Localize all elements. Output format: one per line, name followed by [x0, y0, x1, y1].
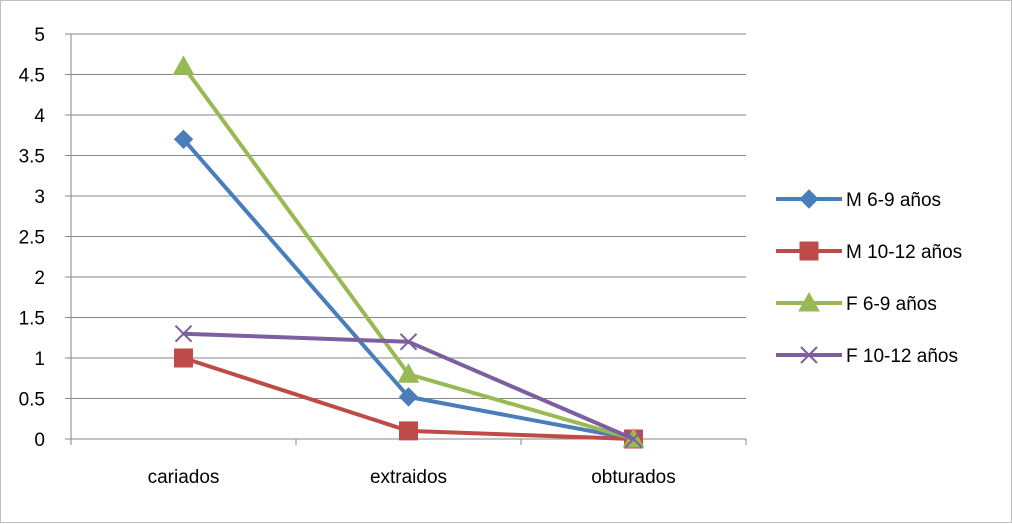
- y-tick-label: 3: [34, 187, 45, 208]
- x-category-label: extraidos: [370, 467, 447, 488]
- data-point-marker: [624, 430, 643, 448]
- legend-label: M 10-12 años: [846, 242, 962, 263]
- legend-entry: F 6-9 años: [776, 291, 937, 315]
- series-lines: [172, 55, 645, 449]
- series-4: [174, 324, 643, 448]
- data-point-marker: [397, 363, 420, 383]
- y-tick-labels: 0 0.5 1 1.5 2 2.5 3 3.5 4 4.5 5: [19, 25, 46, 451]
- y-tick-label: 3.5: [19, 147, 45, 168]
- y-tick-label: 2.5: [19, 228, 45, 249]
- marker-stroke: [624, 430, 643, 448]
- x-category-label: cariados: [148, 467, 220, 488]
- y-tick-label: 1.5: [19, 309, 45, 330]
- legend-label: M 6-9 años: [846, 190, 941, 211]
- legend-entry: F 10-12 años: [776, 346, 958, 367]
- x-category-label: obturados: [591, 467, 676, 488]
- data-point-marker: [174, 348, 193, 368]
- marker-stroke: [399, 333, 418, 351]
- legend-label: F 6-9 años: [846, 294, 937, 315]
- legend-entry: M 10-12 años: [776, 241, 962, 263]
- data-point-marker: [399, 333, 418, 351]
- data-point-marker: [174, 324, 193, 343]
- legend-label: F 10-12 años: [846, 346, 958, 367]
- marker-stroke: [174, 324, 193, 343]
- data-point-marker: [800, 346, 818, 364]
- data-point-marker: [799, 189, 819, 209]
- series-1: [173, 129, 644, 449]
- y-tick-label: 4.5: [19, 66, 45, 87]
- y-tick-label: 1: [34, 349, 45, 370]
- data-point-marker: [799, 241, 819, 261]
- legend: M 6-9 años M 10-12 años F 6-9 años F 10-12 …: [776, 189, 962, 367]
- legend-entry: M 6-9 años: [776, 189, 941, 211]
- data-point-marker: [173, 129, 194, 150]
- y-tick-label: 5: [34, 25, 45, 46]
- data-point-marker: [798, 291, 820, 312]
- y-tick-label: 4: [34, 106, 45, 127]
- series-3: [172, 55, 645, 448]
- marker-stroke: [800, 346, 818, 364]
- data-point-marker: [399, 421, 418, 441]
- data-point-marker: [398, 387, 419, 407]
- y-tick-label: 0.5: [19, 390, 45, 411]
- axes: [65, 33, 747, 445]
- series-line: [181, 65, 635, 441]
- data-point-marker: [172, 55, 195, 75]
- y-tick-label: 2: [34, 268, 45, 289]
- x-category-labels: cariados extraidos obturados: [148, 467, 676, 488]
- y-tick-label: 0: [34, 430, 45, 451]
